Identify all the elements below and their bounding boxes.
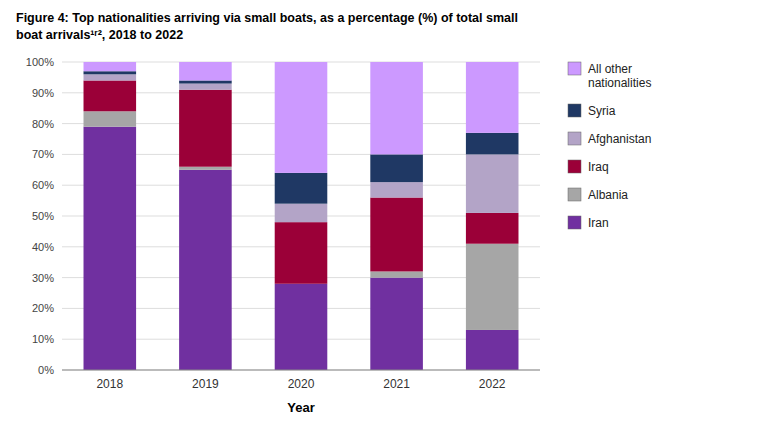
y-tick-label: 70%	[32, 148, 54, 160]
legend-label: Afghanistan	[588, 132, 651, 146]
grid-line	[62, 370, 540, 371]
bar-segment	[275, 204, 328, 222]
legend: All othernationalities Syria Afghanistan Ir…	[568, 62, 651, 230]
bar-segment	[84, 80, 137, 111]
legend-label-line: Albania	[588, 188, 628, 202]
bar-segment	[179, 170, 232, 370]
bar-segment	[370, 198, 423, 272]
legend-swatch	[568, 62, 581, 75]
bar-segment	[370, 154, 423, 182]
title-line: boat arrivals¹ʳ², 2018 to 2022	[16, 28, 183, 42]
title: Figure 4: Top nationalities arriving via…	[16, 11, 518, 42]
bar-segment	[370, 62, 423, 154]
bar-segment	[84, 62, 137, 71]
legend-swatch	[568, 188, 581, 201]
y-tick-label: 60%	[32, 179, 54, 191]
y-tick-label: 80%	[32, 118, 54, 130]
bar-segment	[84, 127, 137, 370]
title-line: Figure 4: Top nationalities arriving via…	[16, 11, 518, 25]
bar-segment	[466, 330, 519, 370]
x-tick-label: 2022	[479, 377, 506, 391]
bar-segment	[179, 90, 232, 167]
bar-segment	[179, 84, 232, 90]
legend-swatch	[568, 104, 581, 117]
y-tick-label: 0%	[38, 364, 54, 376]
y-tick-label: 100%	[26, 56, 54, 68]
x-tick-label: 2021	[383, 377, 410, 391]
bar-segment	[370, 271, 423, 277]
legend-label-line: Iran	[588, 216, 609, 230]
bar-segment	[466, 244, 519, 330]
legend-label: All othernationalities	[588, 62, 651, 90]
legend-label: Iran	[588, 216, 609, 230]
x-tick-label: 2020	[288, 377, 315, 391]
legend-label: Syria	[588, 104, 616, 118]
bar-segment	[370, 182, 423, 197]
legend-swatch	[568, 132, 581, 145]
bar-segment	[466, 133, 519, 155]
y-tick-label: 40%	[32, 241, 54, 253]
y-tick-label: 50%	[32, 210, 54, 222]
y-tick-label: 30%	[32, 272, 54, 284]
bars	[84, 62, 519, 370]
legend-swatch	[568, 216, 581, 229]
y-tick-label: 90%	[32, 87, 54, 99]
bar-segment	[466, 154, 519, 213]
bar-segment	[275, 284, 328, 370]
bar-segment	[275, 62, 328, 173]
legend-label-line: Afghanistan	[588, 132, 651, 146]
x-tick-label: 2019	[192, 377, 219, 391]
bar-segment	[370, 278, 423, 370]
legend-label: Iraq	[588, 160, 609, 174]
legend-label-line: Iraq	[588, 160, 609, 174]
bar-segment	[84, 71, 137, 74]
bar-segment	[179, 80, 232, 83]
legend-label: Albania	[588, 188, 628, 202]
x-axis: 2018 2019 2020 2021 2022	[62, 370, 540, 391]
legend-label-line: All other	[588, 62, 632, 76]
series	[84, 62, 519, 173]
y-tick-label: 10%	[32, 333, 54, 345]
y-tick-label: 20%	[32, 302, 54, 314]
x-axis-line	[62, 370, 540, 371]
chart: Figure 4: Top nationalities arriving via…	[0, 0, 768, 432]
bar-segment	[179, 167, 232, 170]
x-axis-label: Year	[287, 400, 314, 415]
bar-segment	[466, 62, 519, 133]
bar-segment	[275, 173, 328, 204]
bar-segment	[84, 74, 137, 80]
x-tick-label: 2018	[96, 377, 123, 391]
bar-segment	[179, 62, 232, 80]
legend-label-line: nationalities	[588, 76, 651, 90]
legend-label-line: Syria	[588, 104, 616, 118]
legend-swatch	[568, 160, 581, 173]
bar-segment	[84, 111, 137, 126]
bar-segment	[275, 222, 328, 284]
bar-segment	[466, 213, 519, 244]
y-axis: 0% 10% 20% 30% 40% 50% 60% 70% 80% 90% 100%	[26, 56, 540, 376]
